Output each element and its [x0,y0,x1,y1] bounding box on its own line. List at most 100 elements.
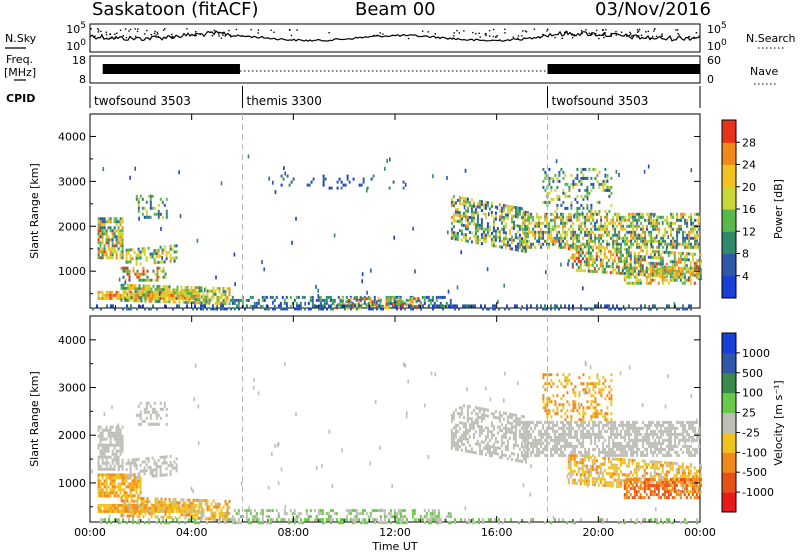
power-echo-cell [538,218,541,222]
power-echo-cell [585,245,588,249]
power-echo-cell [595,270,598,274]
velocity-echo-cell [119,443,122,447]
power-echo-cell [97,238,100,242]
velocity-echo-cell [454,447,457,451]
velocity-echo-cell [137,479,140,483]
power-echo-cell [508,247,511,251]
velocity-echo-cell [556,429,559,433]
velocity-echo-cell [151,503,154,507]
power-echo-cell [490,213,493,217]
velocity-echo-cell [143,410,146,414]
power-echo-cell [124,286,127,290]
velocity-echo-cell [480,452,483,456]
power-echo-cell [490,243,493,247]
power-echo-cell [580,227,583,231]
power-echo-cell [636,242,639,246]
noise-dot [585,29,587,31]
power-echo-cell [574,233,577,237]
power-echo-cell [564,224,567,228]
velocity-echo-cell [474,430,477,434]
velocity-echo-cell [192,504,195,508]
velocity-echo-cell [472,427,475,430]
velocity-echo-cell [123,491,126,495]
power-echo-cell [115,220,118,224]
power-echo-cell [626,218,629,222]
power-echo-cell [504,213,507,217]
velocity-echo-cell [237,518,240,522]
power-echo-cell [566,242,569,246]
power-echo-cell [556,176,559,180]
power-echo-cell [578,233,581,237]
power-echo-cell [660,215,663,219]
power-echo-cell [637,270,640,273]
power-echo-cell [372,174,375,178]
power-echo-cell [618,221,621,225]
velocity-echo-cell [582,453,585,457]
velocity-echo-cell [526,447,529,451]
power-echo-cell [624,218,627,222]
velocity-echo-cell [518,420,521,424]
power-echo-cell [673,257,676,261]
power-echo-cell [216,295,219,299]
power-echo-cell [544,188,547,192]
velocity-echo-cell [192,501,195,505]
velocity-echo-cell [151,456,154,460]
power-echo-cell [419,303,422,307]
power-echo-cell [556,197,559,201]
power-echo-cell [676,215,679,219]
power-echo-cell [680,215,683,219]
power-echo-cell [133,251,136,254]
power-echo-cell [560,239,563,243]
velocity-echo-cell [178,504,181,508]
power-echo-cell [121,247,124,251]
power-echo-cell [413,304,416,308]
power-echo-cell [653,256,656,260]
velocity-echo-cell [363,509,366,513]
power-echo-cell [617,247,620,251]
velocity-echo-cell [449,512,452,516]
power-echo-cell [562,230,565,234]
power-echo-cell [623,260,626,263]
power-echo-cell [160,294,163,298]
power-echo-cell [466,227,469,231]
power-echo-cell [97,250,100,254]
velocity-echo-cell [454,423,457,427]
velocity-echo-cell [119,440,122,444]
power-echo-cell [671,251,674,255]
power-echo-cell [673,266,676,270]
power-echo-cell [620,227,623,231]
velocity-echo-cell [468,426,471,430]
velocity-echo-cell [198,505,201,508]
power-echo-cell [462,197,465,200]
power-echo-cell [683,281,686,285]
power-scatter-point [179,214,182,219]
power-echo-cell [672,236,675,240]
noise-dot [96,28,99,30]
power-echo-cell [508,205,511,209]
power-echo-cell [165,257,168,261]
power-echo-cell [138,275,141,279]
velocity-echo-cell [145,410,148,414]
power-scatter-point [560,262,562,267]
noise-dot [688,35,691,38]
velocity-echo-cell [534,441,537,445]
power-echo-cell [138,287,141,291]
power-echo-cell [570,206,573,210]
power-echo-cell [620,245,623,249]
velocity-echo-cell [391,515,394,519]
noise-dot [654,28,656,30]
velocity-echo-cell [204,517,207,521]
power-echo-cell [526,218,529,222]
velocity-echo-cell [149,465,152,469]
velocity-echo-cell [158,503,161,507]
noise-dot [563,31,566,34]
velocity-echo-cell [156,515,159,519]
power-echo-cell [638,215,641,219]
velocity-echo-cell [494,449,497,453]
power-echo-cell [654,212,657,216]
power-echo-cell [121,238,124,242]
power-echo-cell [466,209,469,213]
velocity-echo-cell [169,454,172,458]
power-echo-cell [589,254,592,258]
power-echo-cell [522,210,525,214]
